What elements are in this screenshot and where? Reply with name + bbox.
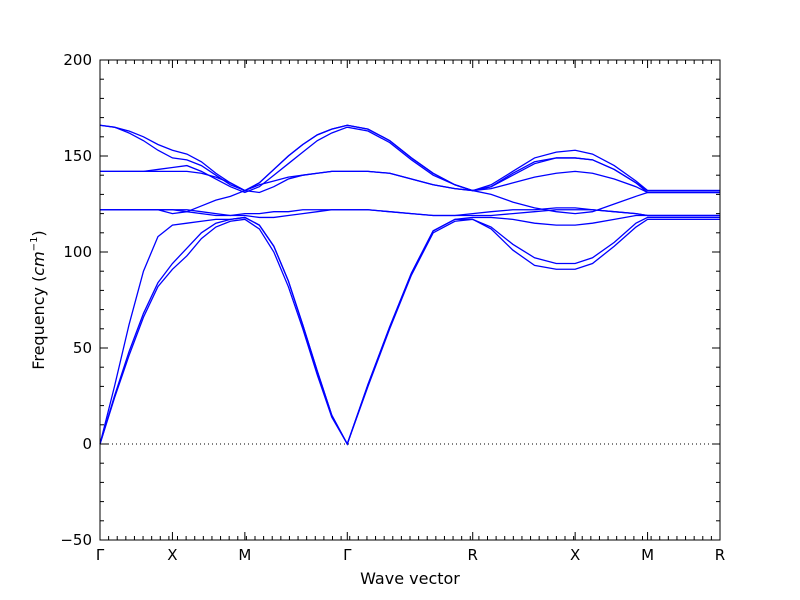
phonon-band-3: [99, 214, 720, 446]
y-axis-label-unit-exponent: −1: [29, 237, 40, 252]
y-tick-label: 50: [73, 339, 92, 357]
x-tick-label: Γ: [96, 546, 105, 564]
x-tick-label: X: [570, 546, 580, 564]
phonon-band-7: [100, 170, 720, 194]
y-tick-label: −50: [60, 531, 92, 549]
axes: −50 0 50 100 150 200 Γ X M Γ R X M R: [60, 51, 725, 564]
phonon-band-10: [99, 124, 720, 192]
y-axis-label-open-paren: (: [29, 276, 48, 287]
y-tick-label: 100: [63, 243, 92, 261]
phonon-band-5: [100, 207, 720, 219]
y-axis-label-close-paren: ): [29, 230, 48, 236]
x-tick-label: M: [641, 546, 654, 564]
y-axis-label-text: Frequency: [29, 287, 48, 370]
y-axis-label: Frequency (cm−1): [29, 230, 48, 369]
y-tick-label: 150: [63, 147, 92, 165]
y-tick-label: 0: [82, 435, 92, 453]
x-tick-label: M: [238, 546, 251, 564]
x-axis-label: Wave vector: [360, 569, 460, 588]
x-tick-label: R: [715, 546, 725, 564]
x-tick-label: X: [167, 546, 177, 564]
y-axis-label-unit: cm: [29, 251, 48, 275]
y-tick-label: 200: [63, 51, 92, 69]
x-tick-label: R: [468, 546, 478, 564]
x-tick-label: Γ: [343, 546, 352, 564]
plot-area: [99, 124, 720, 446]
